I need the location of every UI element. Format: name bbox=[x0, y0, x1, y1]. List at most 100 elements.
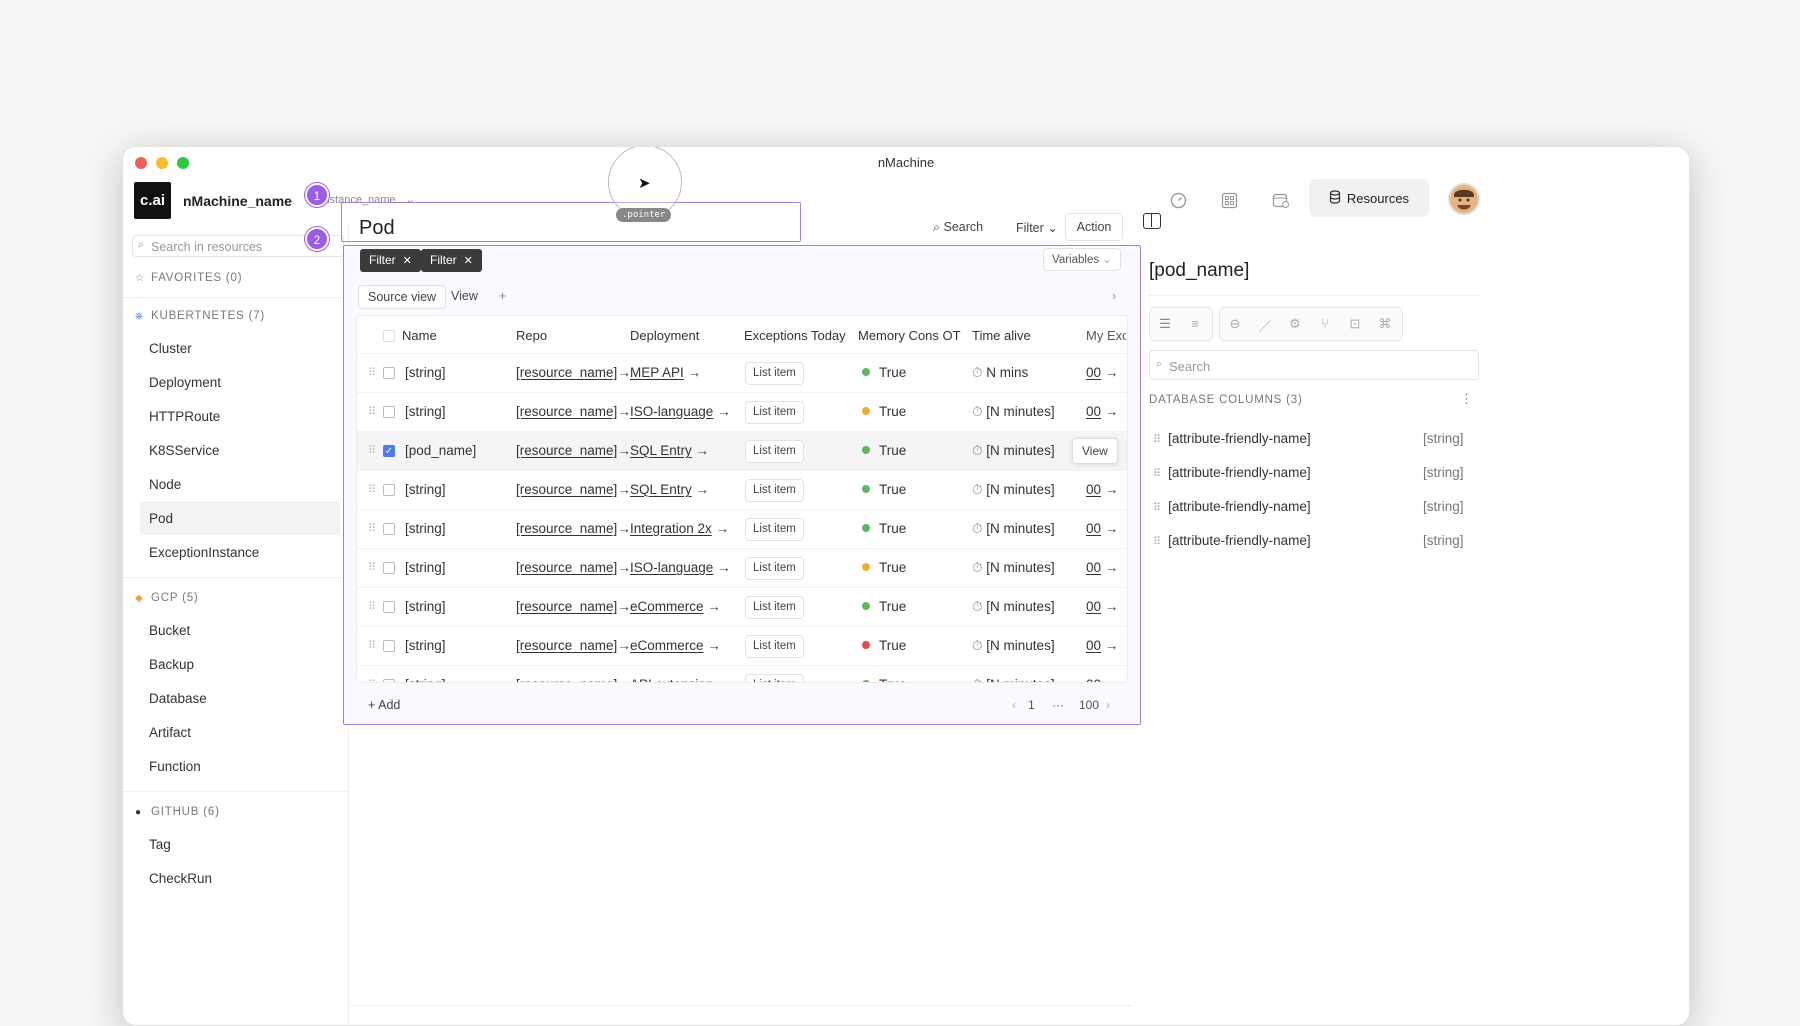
table-row[interactable]: ⠿ [string] [resource_name]→ ISO-language → L… bbox=[357, 548, 1127, 587]
resources-button[interactable]: Resources bbox=[1309, 179, 1429, 217]
row-checkbox[interactable] bbox=[383, 484, 395, 496]
filter-chip[interactable]: Filter ✕ bbox=[421, 249, 482, 272]
sidebar-item-pod[interactable]: Pod bbox=[140, 501, 340, 535]
calendar-settings-icon[interactable] bbox=[1268, 187, 1294, 213]
drag-handle-icon[interactable]: ⠿ bbox=[368, 484, 376, 496]
drag-handle-icon[interactable]: ⠿ bbox=[368, 640, 376, 652]
attribute-row[interactable]: ⠿ [attribute-friendly-name] bbox=[1153, 431, 1311, 446]
drag-handle-icon[interactable]: ⠿ bbox=[368, 406, 376, 418]
my-exc-link[interactable]: 00 → bbox=[1086, 404, 1118, 419]
drag-handle-icon[interactable]: ⠿ bbox=[1153, 502, 1161, 514]
attribute-row[interactable]: ⠿ [attribute-friendly-name] bbox=[1153, 499, 1311, 514]
gauge-icon[interactable] bbox=[1165, 187, 1191, 213]
variables-dropdown[interactable]: Variables ⌄ bbox=[1043, 248, 1121, 271]
my-exc-link[interactable]: 00 → bbox=[1086, 482, 1118, 497]
exceptions-list-button[interactable]: List item bbox=[745, 674, 804, 682]
sidebar-item-cluster[interactable]: Cluster bbox=[149, 341, 192, 356]
row-checkbox[interactable] bbox=[383, 562, 395, 574]
table-row[interactable]: ⠿ [string] [resource_name]→ ISO-language → L… bbox=[357, 392, 1127, 431]
row-checkbox[interactable]: ✓ bbox=[383, 445, 395, 457]
sidebar-item-tag[interactable]: Tag bbox=[149, 837, 171, 852]
grid-icon[interactable] bbox=[1216, 187, 1242, 213]
drag-handle-icon[interactable]: ⠿ bbox=[368, 367, 376, 379]
sidebar-item-k8sservice[interactable]: K8SService bbox=[149, 443, 220, 458]
search-button[interactable]: ⌕ Search bbox=[933, 220, 983, 235]
page-current[interactable]: 1 bbox=[1028, 698, 1035, 712]
drag-handle-icon[interactable]: ⠿ bbox=[368, 601, 376, 613]
row-checkbox[interactable] bbox=[383, 406, 395, 418]
table-row[interactable]: ⠿[string][resource_name]→API extension →… bbox=[357, 665, 1127, 682]
column-header-repo[interactable]: Repo bbox=[516, 328, 548, 343]
minimize-window-button[interactable] bbox=[156, 157, 168, 169]
gear-icon[interactable]: ⚙ bbox=[1289, 316, 1301, 331]
exceptions-list-button[interactable]: List item bbox=[745, 440, 804, 463]
repo-link[interactable]: [resource_name]→ bbox=[516, 521, 631, 536]
sidebar-item-database[interactable]: Database bbox=[149, 691, 207, 706]
exceptions-list-button[interactable]: List item bbox=[745, 518, 804, 541]
attribute-row[interactable]: ⠿ [attribute-friendly-name] bbox=[1153, 465, 1311, 480]
compact-list-icon[interactable]: ≡ bbox=[1191, 316, 1199, 331]
slash-icon[interactable]: ／ bbox=[1258, 319, 1272, 334]
repo-link[interactable]: [resource_name]→ bbox=[516, 599, 631, 614]
gcp-section[interactable]: ◆ GCP (5) bbox=[135, 592, 199, 604]
deployment-link[interactable]: SQL Entry → bbox=[630, 482, 709, 497]
exceptions-list-button[interactable]: List item bbox=[745, 596, 804, 619]
repo-link[interactable]: [resource_name]→ bbox=[516, 443, 631, 458]
table-row[interactable]: ⠿ [string] [resource_name]→ eCommerce → List… bbox=[357, 587, 1127, 626]
deployment-link[interactable]: eCommerce → bbox=[630, 599, 721, 614]
my-exc-link[interactable]: 00 → bbox=[1086, 521, 1118, 536]
repo-link[interactable]: [resource_name]→ bbox=[516, 560, 631, 575]
table-row[interactable]: ⠿ [string] [resource_name]→ Integration 2x … bbox=[357, 509, 1127, 548]
repo-link[interactable]: [resource_name]→ bbox=[516, 404, 631, 419]
my-exc-link[interactable]: 00 → bbox=[1086, 677, 1118, 682]
exceptions-list-button[interactable]: List item bbox=[745, 362, 804, 385]
add-row-button[interactable]: + Add bbox=[368, 698, 400, 712]
column-header-time-alive[interactable]: Time alive bbox=[972, 328, 1031, 343]
row-checkbox[interactable] bbox=[383, 640, 395, 652]
exceptions-list-button[interactable]: List item bbox=[745, 479, 804, 502]
tab-view[interactable]: View bbox=[451, 289, 478, 303]
row-checkbox[interactable] bbox=[383, 679, 395, 682]
sidebar-item-httproute[interactable]: HTTPRoute bbox=[149, 409, 221, 424]
add-tab-icon[interactable]: + bbox=[499, 289, 507, 303]
action-button[interactable]: Action bbox=[1065, 213, 1123, 241]
kubernetes-section[interactable]: ⎈ KUBERTNETES (7) bbox=[135, 310, 265, 322]
my-exc-link[interactable]: 00 → bbox=[1086, 638, 1118, 653]
close-icon[interactable]: ✕ bbox=[463, 255, 473, 267]
tab-source-view[interactable]: Source view bbox=[358, 285, 447, 309]
my-exc-link[interactable]: 00 → bbox=[1086, 599, 1118, 614]
drag-handle-icon[interactable]: ⠿ bbox=[368, 562, 376, 574]
deployment-link[interactable]: ISO-language → bbox=[630, 404, 731, 419]
sidebar-item-deployment[interactable]: Deployment bbox=[149, 375, 222, 390]
table-row[interactable]: ⠿ [string] [resource_name]→ eCommerce → List… bbox=[357, 626, 1127, 665]
fork-icon[interactable]: ⑂ bbox=[1321, 316, 1329, 331]
row-checkbox[interactable] bbox=[383, 601, 395, 613]
row-checkbox[interactable] bbox=[383, 367, 395, 379]
user-avatar[interactable] bbox=[1448, 183, 1480, 215]
drag-handle-icon[interactable]: ⠿ bbox=[368, 678, 376, 682]
table-row[interactable]: ⠿ ✓ [pod_name] [resource_name]→ SQL Entry → L… bbox=[357, 431, 1127, 470]
exceptions-list-button[interactable]: List item bbox=[745, 557, 804, 580]
view-tooltip-button[interactable]: View bbox=[1072, 438, 1118, 464]
sidebar-item-function[interactable]: Function bbox=[149, 759, 201, 774]
my-exc-link[interactable]: 00 → bbox=[1086, 365, 1118, 380]
repo-link[interactable]: [resource_name]→ bbox=[516, 638, 631, 653]
my-exc-link[interactable]: 00 → bbox=[1086, 560, 1118, 575]
row-checkbox[interactable] bbox=[383, 523, 395, 535]
favorites-section[interactable]: ☆ FAVORITES (0) bbox=[135, 272, 242, 284]
frame-icon[interactable]: ⊡ bbox=[1349, 316, 1361, 331]
exceptions-list-button[interactable]: List item bbox=[745, 401, 804, 424]
maximize-window-button[interactable] bbox=[177, 157, 189, 169]
drag-handle-icon[interactable]: ⠿ bbox=[1153, 434, 1161, 446]
close-icon[interactable]: ✕ bbox=[402, 255, 412, 267]
drag-handle-icon[interactable]: ⠿ bbox=[1153, 536, 1161, 548]
instance-selector[interactable]: instance_name ⌄ bbox=[321, 193, 415, 206]
page-last[interactable]: 100 bbox=[1079, 698, 1100, 712]
repo-link[interactable]: [resource_name]→ bbox=[516, 677, 631, 682]
deployment-link[interactable]: API extension → bbox=[630, 677, 731, 682]
sidebar-item-bucket[interactable]: Bucket bbox=[149, 623, 191, 638]
sidebar-item-artifact[interactable]: Artifact bbox=[149, 725, 192, 740]
prev-page-icon[interactable]: ‹ bbox=[1012, 698, 1016, 712]
column-header-memory[interactable]: Memory Cons OT bbox=[858, 328, 961, 343]
next-page-icon[interactable]: › bbox=[1106, 698, 1110, 712]
